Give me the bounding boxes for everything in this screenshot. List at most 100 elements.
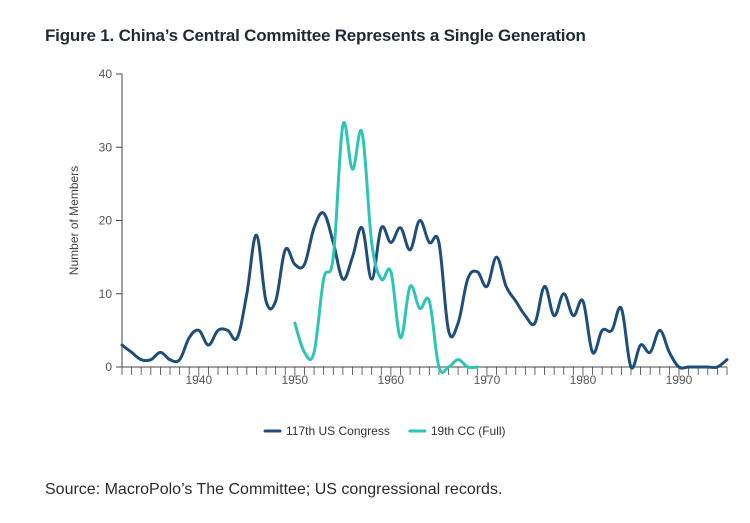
data-point <box>427 240 431 244</box>
axes: 0 10 20 30 40 1940 1950 1960 1970 1980 1990 Number … <box>67 67 728 387</box>
data-point <box>447 328 451 332</box>
data-point <box>571 314 575 318</box>
data-point <box>197 328 201 332</box>
data-point <box>398 226 402 230</box>
data-point <box>226 328 230 332</box>
data-point <box>293 321 297 325</box>
data-point <box>725 358 729 362</box>
chart-title: Figure 1. China’s Central Committee Repr… <box>45 26 586 45</box>
y-tick-label: 0 <box>105 360 112 374</box>
y-tick-label: 10 <box>99 287 113 301</box>
data-point <box>715 365 719 369</box>
data-point <box>658 328 662 332</box>
y-tick-label: 40 <box>99 67 113 81</box>
data-point <box>495 255 499 259</box>
data-point <box>264 299 268 303</box>
data-point <box>610 328 614 332</box>
data-point <box>245 292 249 296</box>
data-point <box>178 358 182 362</box>
data-point <box>591 350 595 354</box>
y-tick-label: 30 <box>99 140 113 154</box>
data-point <box>302 350 306 354</box>
data-point <box>456 358 460 362</box>
series-line <box>120 211 729 370</box>
legend-item-1: 117th US Congress <box>263 424 390 438</box>
data-point <box>370 240 374 244</box>
data-point <box>667 350 671 354</box>
x-tick-label: 1990 <box>666 373 693 387</box>
x-tick-label: 1960 <box>378 373 405 387</box>
data-point <box>360 131 364 135</box>
legend: 117th US Congress 19th CC (Full) <box>263 424 506 438</box>
data-point <box>322 277 326 281</box>
data-point <box>696 365 700 369</box>
data-point <box>408 284 412 288</box>
data-point <box>533 321 537 325</box>
data-point <box>619 306 623 310</box>
data-point <box>418 306 422 310</box>
source-note: Source: MacroPolo’s The Committee; US co… <box>45 481 503 498</box>
series-1 <box>120 211 729 370</box>
x-tick-label: 1970 <box>474 373 501 387</box>
data-point <box>600 328 604 332</box>
data-point <box>485 284 489 288</box>
data-point <box>687 365 691 369</box>
data-point <box>389 270 393 274</box>
series-2 <box>293 121 479 375</box>
data-point <box>523 314 527 318</box>
data-point <box>437 365 441 369</box>
data-point <box>168 358 172 362</box>
data-point <box>360 226 364 230</box>
data-point <box>379 277 383 281</box>
data-point <box>350 255 354 259</box>
data-point <box>475 270 479 274</box>
data-point <box>206 343 210 347</box>
data-point <box>120 343 124 347</box>
data-point <box>331 255 335 259</box>
data-point <box>562 292 566 296</box>
data-point <box>254 233 258 237</box>
data-point <box>139 358 143 362</box>
data-point <box>389 240 393 244</box>
data-point <box>447 365 451 369</box>
data-point <box>149 358 153 362</box>
x-tick-label: 1980 <box>570 373 597 387</box>
data-point <box>312 226 316 230</box>
data-point <box>130 350 134 354</box>
data-point <box>629 365 633 369</box>
data-point <box>322 211 326 215</box>
data-point <box>475 365 479 369</box>
data-point <box>639 343 643 347</box>
data-point <box>466 365 470 369</box>
data-point <box>437 240 441 244</box>
data-point <box>302 262 306 266</box>
data-point <box>514 299 518 303</box>
data-point <box>677 365 681 369</box>
data-point <box>274 299 278 303</box>
legend-label: 117th US Congress <box>286 424 390 438</box>
data-point <box>187 336 191 340</box>
data-point <box>456 321 460 325</box>
data-point <box>379 226 383 230</box>
data-point <box>235 336 239 340</box>
data-point <box>427 299 431 303</box>
x-tick-label: 1940 <box>185 373 212 387</box>
data-point <box>398 336 402 340</box>
data-point <box>293 262 297 266</box>
y-axis-title: Number of Members <box>67 166 81 275</box>
data-point <box>408 248 412 252</box>
data-point <box>466 277 470 281</box>
data-point <box>504 284 508 288</box>
series-line <box>293 121 479 375</box>
data-point <box>312 350 316 354</box>
data-point <box>350 167 354 171</box>
data-point <box>581 299 585 303</box>
data-point <box>216 328 220 332</box>
data-point <box>341 277 345 281</box>
series-layer <box>120 121 729 375</box>
x-tick-label: 1950 <box>282 373 309 387</box>
data-point <box>370 277 374 281</box>
data-point <box>341 123 345 127</box>
legend-label: 19th CC (Full) <box>431 424 506 438</box>
